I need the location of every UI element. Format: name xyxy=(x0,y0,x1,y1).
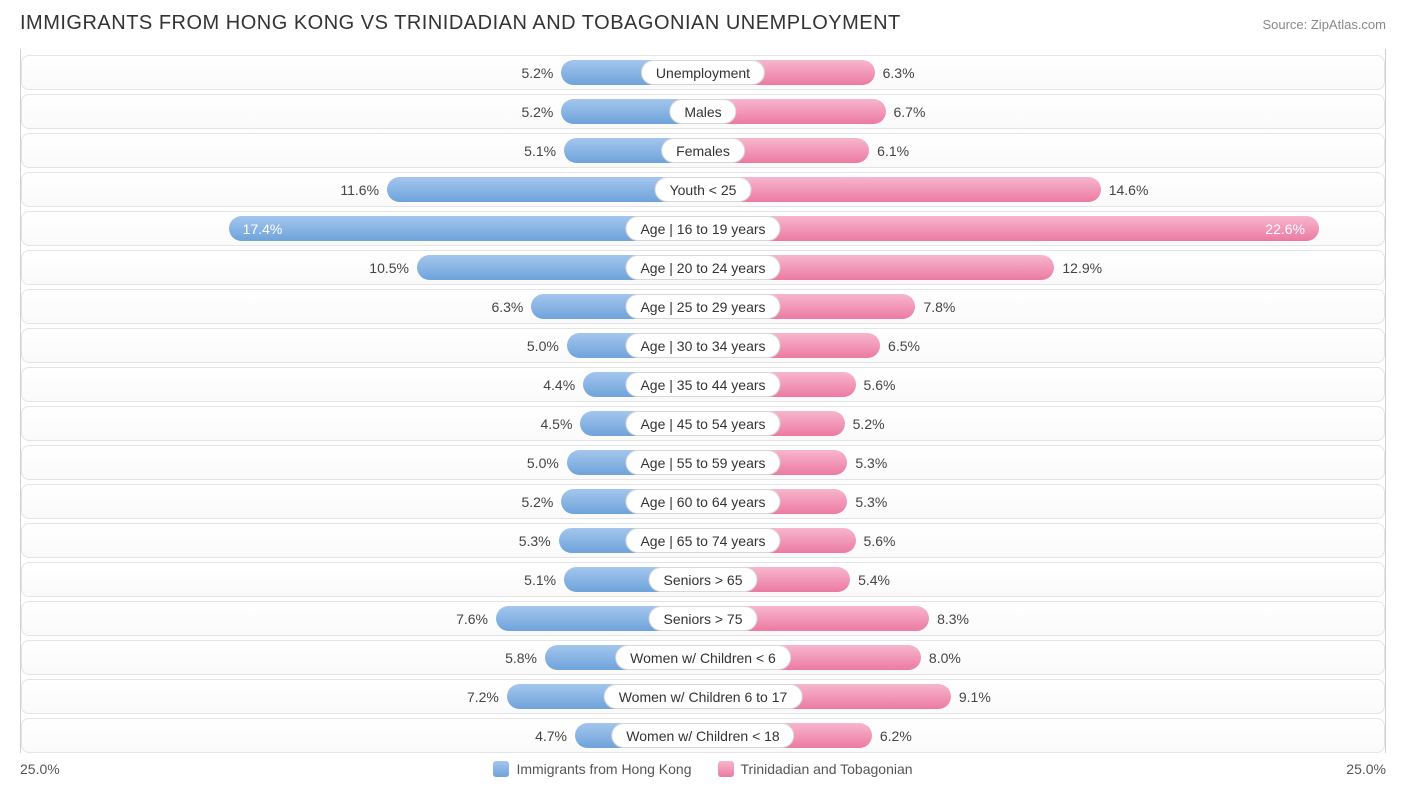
value-right: 5.6% xyxy=(856,368,896,401)
value-left: 11.6% xyxy=(340,173,387,206)
category-label: Seniors > 75 xyxy=(649,606,758,631)
bar-right xyxy=(703,216,1319,241)
value-left: 5.2% xyxy=(521,56,561,89)
value-left: 4.4% xyxy=(543,368,583,401)
category-label: Age | 60 to 64 years xyxy=(625,489,780,514)
chart-row: 5.0% 5.3% Age | 55 to 59 years xyxy=(21,445,1385,480)
chart-source: Source: ZipAtlas.com xyxy=(1262,17,1386,32)
category-label: Age | 45 to 54 years xyxy=(625,411,780,436)
chart-row: 5.2% 6.3% Unemployment xyxy=(21,55,1385,90)
category-label: Women w/ Children < 18 xyxy=(611,723,794,748)
category-label: Age | 16 to 19 years xyxy=(625,216,780,241)
chart-row: 17.4% 22.6% Age | 16 to 19 years xyxy=(21,211,1385,246)
chart-row: 6.3% 7.8% Age | 25 to 29 years xyxy=(21,289,1385,324)
category-label: Youth < 25 xyxy=(655,177,752,202)
category-label: Females xyxy=(661,138,745,163)
legend-swatch-right xyxy=(718,761,734,777)
chart-row: 5.1% 6.1% Females xyxy=(21,133,1385,168)
value-left: 4.5% xyxy=(541,407,581,440)
category-label: Age | 20 to 24 years xyxy=(625,255,780,280)
value-left: 7.6% xyxy=(456,602,496,635)
value-right: 6.1% xyxy=(869,134,909,167)
value-left: 5.2% xyxy=(521,95,561,128)
category-label: Age | 30 to 34 years xyxy=(625,333,780,358)
axis-label-right: 25.0% xyxy=(1326,761,1386,777)
legend-label-right: Trinidadian and Tobagonian xyxy=(741,761,913,777)
chart-row: 5.3% 5.6% Age | 65 to 74 years xyxy=(21,523,1385,558)
category-label: Women w/ Children 6 to 17 xyxy=(604,684,803,709)
category-label: Age | 65 to 74 years xyxy=(625,528,780,553)
diverging-bar-chart: 5.2% 6.3% Unemployment 5.2% 6.7% Males 5.1% 6.1… xyxy=(20,49,1386,753)
chart-row: 5.2% 6.7% Males xyxy=(21,94,1385,129)
chart-row: 11.6% 14.6% Youth < 25 xyxy=(21,172,1385,207)
category-label: Women w/ Children < 6 xyxy=(615,645,791,670)
value-left: 5.0% xyxy=(527,329,567,362)
legend-item-left: Immigrants from Hong Kong xyxy=(493,761,691,777)
chart-row: 4.4% 5.6% Age | 35 to 44 years xyxy=(21,367,1385,402)
value-right: 9.1% xyxy=(951,680,991,713)
chart-row: 5.2% 5.3% Age | 60 to 64 years xyxy=(21,484,1385,519)
value-right: 5.2% xyxy=(845,407,885,440)
value-left: 5.3% xyxy=(519,524,559,557)
value-left: 5.0% xyxy=(527,446,567,479)
value-right: 8.3% xyxy=(929,602,969,635)
value-right: 6.2% xyxy=(872,719,912,752)
chart-title: IMMIGRANTS FROM HONG KONG VS TRINIDADIAN… xyxy=(20,12,901,35)
source-prefix: Source: xyxy=(1262,17,1310,32)
chart-footer: 25.0% Immigrants from Hong Kong Trinidad… xyxy=(20,761,1386,777)
chart-row: 5.0% 6.5% Age | 30 to 34 years xyxy=(21,328,1385,363)
legend-item-right: Trinidadian and Tobagonian xyxy=(718,761,913,777)
value-left: 7.2% xyxy=(467,680,507,713)
category-label: Age | 35 to 44 years xyxy=(625,372,780,397)
category-label: Seniors > 65 xyxy=(649,567,758,592)
chart-header: IMMIGRANTS FROM HONG KONG VS TRINIDADIAN… xyxy=(20,12,1386,35)
bar-right xyxy=(703,177,1101,202)
value-right: 6.7% xyxy=(886,95,926,128)
value-right: 5.3% xyxy=(847,485,887,518)
value-left: 17.4% xyxy=(243,212,291,245)
category-label: Males xyxy=(669,99,736,124)
value-right: 14.6% xyxy=(1101,173,1149,206)
value-right: 6.5% xyxy=(880,329,920,362)
value-right: 5.6% xyxy=(856,524,896,557)
value-right: 7.8% xyxy=(915,290,955,323)
value-left: 5.2% xyxy=(521,485,561,518)
value-left: 6.3% xyxy=(491,290,531,323)
legend-swatch-left xyxy=(493,761,509,777)
value-right: 8.0% xyxy=(921,641,961,674)
value-right: 5.4% xyxy=(850,563,890,596)
source-name: ZipAtlas.com xyxy=(1311,17,1386,32)
legend: Immigrants from Hong Kong Trinidadian an… xyxy=(493,761,912,777)
category-label: Age | 25 to 29 years xyxy=(625,294,780,319)
value-right: 22.6% xyxy=(1257,212,1305,245)
chart-row: 7.6% 8.3% Seniors > 75 xyxy=(21,601,1385,636)
axis-label-left: 25.0% xyxy=(20,761,80,777)
chart-row: 7.2% 9.1% Women w/ Children 6 to 17 xyxy=(21,679,1385,714)
value-right: 6.3% xyxy=(875,56,915,89)
chart-row: 5.8% 8.0% Women w/ Children < 6 xyxy=(21,640,1385,675)
value-left: 10.5% xyxy=(369,251,417,284)
chart-row: 10.5% 12.9% Age | 20 to 24 years xyxy=(21,250,1385,285)
value-right: 5.3% xyxy=(847,446,887,479)
category-label: Age | 55 to 59 years xyxy=(625,450,780,475)
chart-row: 5.1% 5.4% Seniors > 65 xyxy=(21,562,1385,597)
value-left: 5.1% xyxy=(524,563,564,596)
chart-row: 4.7% 6.2% Women w/ Children < 18 xyxy=(21,718,1385,753)
legend-label-left: Immigrants from Hong Kong xyxy=(516,761,691,777)
category-label: Unemployment xyxy=(641,60,765,85)
value-right: 12.9% xyxy=(1054,251,1102,284)
value-left: 5.1% xyxy=(524,134,564,167)
value-left: 4.7% xyxy=(535,719,575,752)
chart-row: 4.5% 5.2% Age | 45 to 54 years xyxy=(21,406,1385,441)
value-left: 5.8% xyxy=(505,641,545,674)
